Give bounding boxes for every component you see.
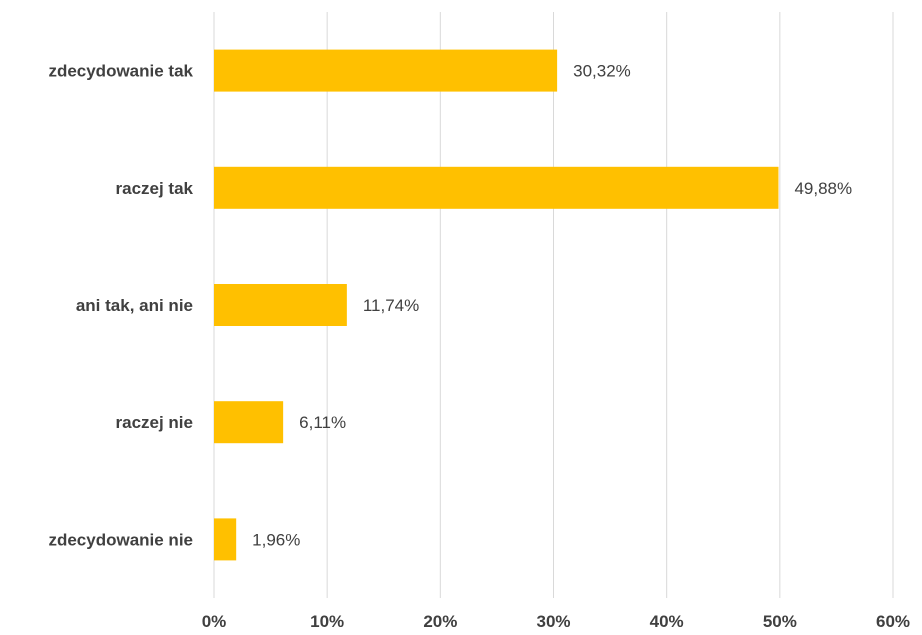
data-label: 11,74% <box>363 296 419 315</box>
category-label: zdecydowanie nie <box>48 530 193 549</box>
data-label: 49,88% <box>794 179 852 198</box>
bar <box>214 284 347 326</box>
x-tick-label: 0% <box>202 612 227 631</box>
x-tick-label: 30% <box>536 612 570 631</box>
x-tick-label: 40% <box>650 612 684 631</box>
bar <box>214 518 237 561</box>
category-label: ani tak, ani nie <box>76 296 193 315</box>
x-tick-label: 60% <box>876 612 910 631</box>
x-axis-tick-labels: 0% 10% 20% 30% 40% 50% 60% <box>202 612 910 631</box>
data-label: 30,32% <box>573 62 631 81</box>
bar <box>214 401 284 444</box>
data-labels: 30,32% 49,88% 11,74% 6,11% 1,96% <box>252 62 852 550</box>
bars <box>214 49 779 561</box>
category-label: zdecydowanie tak <box>48 62 193 81</box>
category-labels: zdecydowanie tak raczej tak ani tak, ani n… <box>48 62 193 550</box>
bar <box>214 49 558 92</box>
bar <box>214 166 779 209</box>
category-label: raczej nie <box>116 413 194 432</box>
category-label: raczej tak <box>116 179 194 198</box>
x-tick-label: 50% <box>763 612 797 631</box>
x-tick-label: 10% <box>310 612 344 631</box>
gridlines <box>213 12 894 598</box>
x-tick-label: 20% <box>423 612 457 631</box>
data-label: 6,11% <box>299 413 346 432</box>
data-label: 1,96% <box>252 530 300 549</box>
